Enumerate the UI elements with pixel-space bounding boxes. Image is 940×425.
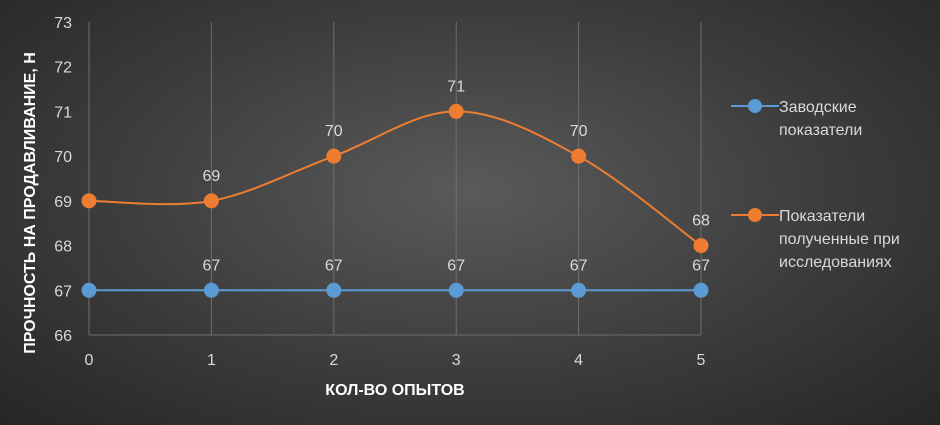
legend-label: Показатели bbox=[779, 208, 865, 225]
data-label: 67 bbox=[325, 257, 343, 274]
series-line-2 bbox=[88, 110, 702, 247]
series-2-point bbox=[448, 103, 464, 119]
data-label: 70 bbox=[325, 123, 343, 140]
data-label: 68 bbox=[692, 213, 710, 230]
y-tick-label: 68 bbox=[54, 239, 72, 256]
legend-label: полученные при bbox=[779, 231, 900, 248]
series-2-point bbox=[571, 148, 587, 164]
axis-ticks: 66 67 68 69 70 71 72 73 0 1 2 3 4 5 bbox=[54, 15, 705, 369]
x-tick-label: 0 bbox=[85, 352, 94, 369]
grid bbox=[88, 22, 702, 336]
series-2-point bbox=[81, 193, 97, 209]
series-2-point bbox=[203, 193, 219, 209]
x-tick-label: 4 bbox=[574, 352, 583, 369]
x-tick-label: 1 bbox=[207, 352, 216, 369]
legend-marker bbox=[748, 208, 762, 222]
series-1-point bbox=[693, 282, 709, 298]
series-1-point bbox=[571, 282, 587, 298]
data-label: 70 bbox=[570, 123, 588, 140]
y-tick-label: 70 bbox=[54, 149, 72, 166]
x-tick-label: 3 bbox=[452, 352, 461, 369]
y-tick-label: 66 bbox=[54, 328, 72, 345]
y-axis-title: ПРОЧНОСТЬ НА ПРОДАВЛИВАНИЕ, Н bbox=[22, 52, 39, 354]
legend-marker bbox=[748, 99, 762, 113]
series-2-point bbox=[693, 238, 709, 254]
y-tick-label: 71 bbox=[54, 104, 72, 121]
y-tick-label: 72 bbox=[54, 60, 72, 77]
series-1-point bbox=[326, 282, 342, 298]
data-label: 67 bbox=[447, 257, 465, 274]
x-tick-label: 5 bbox=[697, 352, 706, 369]
series-1-point bbox=[81, 282, 97, 298]
x-tick-label: 2 bbox=[329, 352, 338, 369]
series-2-point bbox=[326, 148, 342, 164]
legend-label: исследованиях bbox=[779, 254, 892, 271]
y-tick-label: 69 bbox=[54, 194, 72, 211]
legend: Заводские показатели Показатели полученные … bbox=[731, 99, 900, 271]
data-label: 67 bbox=[692, 257, 710, 274]
x-axis-title: КОЛ-ВО ОПЫТОВ bbox=[325, 382, 464, 399]
y-tick-label: 67 bbox=[54, 283, 72, 300]
legend-label: Заводские bbox=[779, 99, 857, 116]
legend-label: показатели bbox=[779, 122, 862, 139]
data-label: 69 bbox=[203, 168, 221, 185]
series-1-point bbox=[448, 282, 464, 298]
data-label: 67 bbox=[203, 257, 221, 274]
data-labels: 67 67 67 67 67 69 70 71 70 68 bbox=[203, 78, 710, 274]
plot-area bbox=[81, 103, 709, 298]
data-label: 71 bbox=[447, 78, 465, 95]
y-tick-label: 73 bbox=[54, 15, 72, 32]
data-label: 67 bbox=[570, 257, 588, 274]
series-1-point bbox=[203, 282, 219, 298]
